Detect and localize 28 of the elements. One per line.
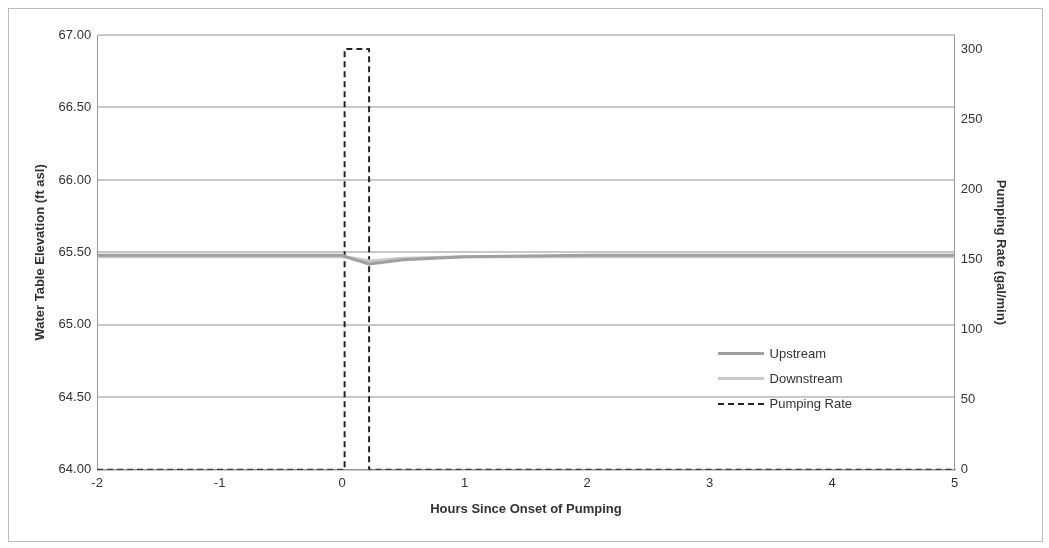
y2-tick-label: 150 (960, 250, 983, 266)
y-tick-label: 65.50 (58, 243, 92, 259)
y-tick-label: 66.50 (58, 99, 92, 115)
y-tick-label: 64.00 (58, 461, 92, 477)
y-tick-label: 65.00 (58, 316, 92, 332)
x-tick-label: 5 (951, 475, 959, 491)
y2-tick-label: 100 (960, 321, 983, 337)
y2-tick-label: 250 (960, 110, 983, 126)
x-tick-label: -2 (91, 475, 103, 491)
y-tick-label: 64.50 (58, 388, 92, 404)
y2-tick-label: 50 (960, 391, 976, 407)
y-tick-label: 67.00 (58, 26, 92, 42)
y-tick-label: 66.00 (58, 171, 92, 187)
y2-tick-label: 300 (960, 40, 983, 56)
legend-label: Downstream (769, 371, 843, 386)
x-tick-label: 0 (338, 475, 346, 491)
x-tick-label: 3 (706, 475, 714, 491)
y2-tick-label: 0 (960, 461, 968, 477)
y-axis-title: Water Table Elevation (ft asl) (32, 164, 48, 341)
legend-label: Pumping Rate (769, 396, 852, 411)
x-tick-label: -1 (213, 475, 226, 491)
y2-tick-label: 200 (960, 180, 983, 196)
legend-label: Upstream (769, 346, 826, 361)
x-tick-label: 4 (828, 475, 836, 491)
y2-axis-title: Pumping Rate (gal/min) (993, 179, 1009, 325)
x-axis-title: Hours Since Onset of Pumping (430, 500, 622, 516)
x-tick-label: 2 (583, 475, 591, 491)
x-tick-label: 1 (461, 475, 469, 491)
